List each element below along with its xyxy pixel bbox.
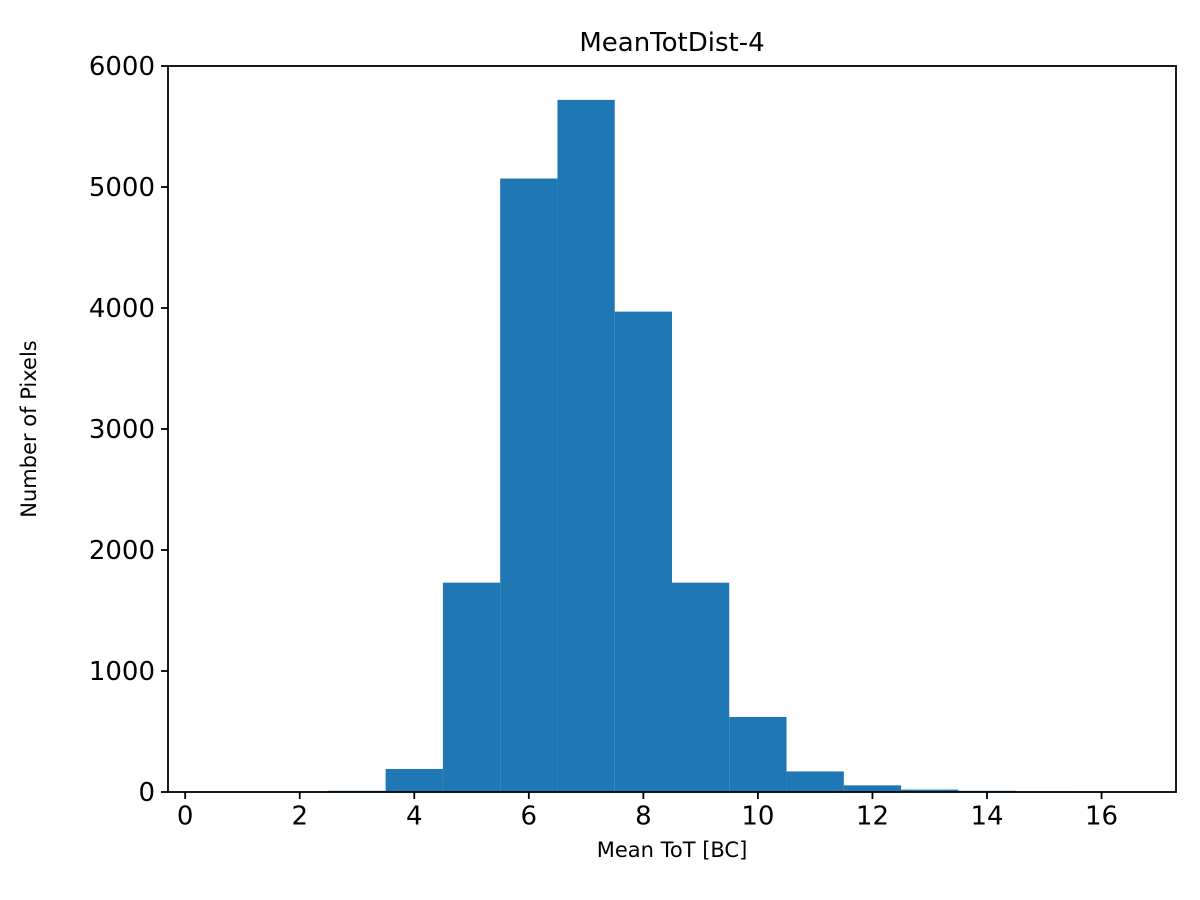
plot-border (167, 65, 1177, 793)
y-tick-label: 5000 (89, 173, 155, 203)
histogram-bar (672, 582, 730, 792)
x-tick-label: 14 (970, 801, 1003, 831)
histogram-bar (500, 178, 558, 792)
histogram-bar (729, 716, 787, 792)
x-tick-label: 16 (1085, 801, 1118, 831)
y-tick-label: 1000 (89, 657, 155, 687)
y-axis-label: Number of Pixels (17, 340, 41, 518)
x-tick-label: 10 (741, 801, 774, 831)
x-tick-label: 8 (635, 801, 652, 831)
histogram-bar (843, 785, 902, 792)
histogram-bar (557, 99, 615, 792)
histogram-bar (385, 769, 443, 792)
histogram-bar (786, 771, 844, 792)
histogram-bar (901, 789, 959, 792)
chart-title: MeanTotDist-4 (579, 28, 765, 58)
x-tick-label: 6 (521, 801, 538, 831)
x-tick-label: 4 (406, 801, 423, 831)
y-tick-label: 3000 (89, 415, 155, 445)
histogram-bar (614, 311, 672, 792)
y-tick-label: 2000 (89, 536, 155, 566)
x-tick-label: 0 (177, 801, 194, 831)
x-tick-label: 12 (856, 801, 889, 831)
y-tick-label: 0 (138, 778, 155, 808)
x-axis-label: Mean ToT [BC] (596, 838, 748, 862)
histogram-bar (442, 582, 501, 792)
y-tick-label: 4000 (89, 294, 155, 324)
y-tick-label: 6000 (89, 52, 155, 82)
x-tick-label: 2 (291, 801, 308, 831)
